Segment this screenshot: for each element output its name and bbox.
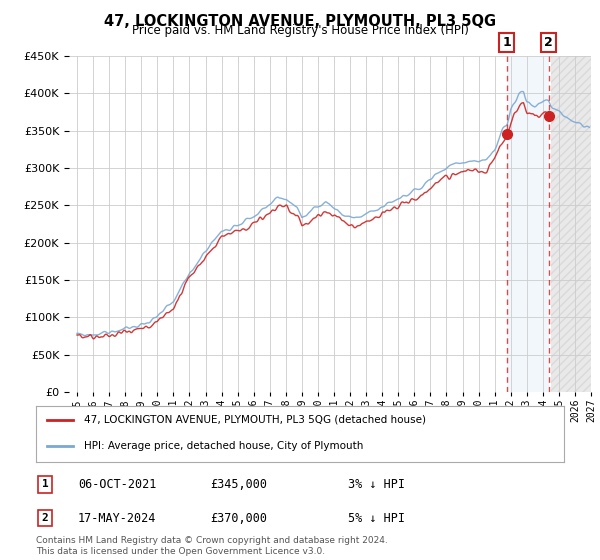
Bar <box>507 56 549 392</box>
Text: 06-OCT-2021: 06-OCT-2021 <box>78 478 157 491</box>
Text: 1: 1 <box>502 36 511 49</box>
Text: 47, LOCKINGTON AVENUE, PLYMOUTH, PL3 5QG: 47, LOCKINGTON AVENUE, PLYMOUTH, PL3 5QG <box>104 14 496 29</box>
Text: £370,000: £370,000 <box>210 511 267 525</box>
Bar <box>551 56 593 392</box>
Text: 2: 2 <box>544 36 553 49</box>
Text: Price paid vs. HM Land Registry's House Price Index (HPI): Price paid vs. HM Land Registry's House … <box>131 24 469 36</box>
Bar <box>551 56 593 392</box>
Text: 5% ↓ HPI: 5% ↓ HPI <box>348 511 405 525</box>
Text: Contains HM Land Registry data © Crown copyright and database right 2024.
This d: Contains HM Land Registry data © Crown c… <box>36 536 388 556</box>
Text: 1: 1 <box>41 479 49 489</box>
Text: 2: 2 <box>41 513 49 523</box>
Text: £345,000: £345,000 <box>210 478 267 491</box>
Text: 17-MAY-2024: 17-MAY-2024 <box>78 511 157 525</box>
Text: 47, LOCKINGTON AVENUE, PLYMOUTH, PL3 5QG (detached house): 47, LOCKINGTON AVENUE, PLYMOUTH, PL3 5QG… <box>83 415 425 425</box>
Text: HPI: Average price, detached house, City of Plymouth: HPI: Average price, detached house, City… <box>83 441 363 451</box>
Text: 3% ↓ HPI: 3% ↓ HPI <box>348 478 405 491</box>
